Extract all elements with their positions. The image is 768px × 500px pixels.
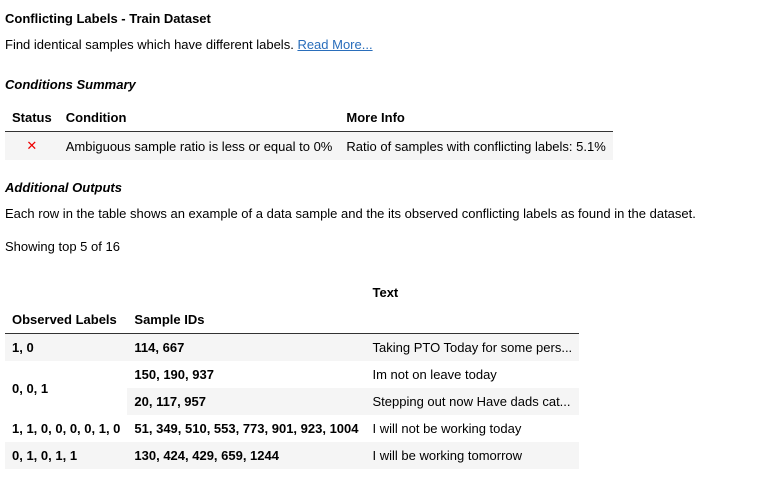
header-observed-labels: Observed Labels [5,306,128,334]
header-condition: Condition [58,104,340,132]
table-row: 1, 0 114, 667 Taking PTO Today for some pe… [5,333,580,361]
header-row: Status Condition More Info [5,104,613,132]
table-row: 0, 1, 0, 1, 1 130, 424, 429, 659, 1244 I w… [5,442,580,469]
condition-cell: Ambiguous sample ratio is less or equal … [58,131,340,160]
cross-icon: ✕ [5,131,59,160]
header-status: Status [5,104,59,132]
more-info-cell: Ratio of samples with conflicting labels… [339,131,613,160]
table-row: 20, 117, 957 Stepping out now Have dads c… [5,388,580,415]
header-row-1: Text [5,279,579,306]
header-text: Text [372,285,399,300]
conditions-heading: Conditions Summary [5,77,136,92]
description: Find identical samples which have differ… [5,37,373,52]
showing-count: Showing top 5 of 16 [5,239,120,254]
outputs-description: Each row in the table shows an example o… [5,206,696,221]
outputs-heading: Additional Outputs [5,180,122,195]
outputs-table: Text Observed Labels Sample IDs 1, 0 114, … [5,279,580,469]
table-row: 0, 0, 1 150, 190, 937 Im not on leave toda… [12,367,497,396]
header-row-2: Observed Labels Sample IDs [5,306,580,334]
table-row: ✕ Ambiguous sample ratio is less or equa… [5,131,613,160]
table-row: 1, 1, 0, 0, 0, 0, 1, 0 51, 349, 510, 553,… [12,421,522,436]
conditions-table: Status Condition More Info ✕ Ambiguous s… [5,104,613,160]
header-more-info: More Info [339,104,613,132]
page-title: Conflicting Labels - Train Dataset [5,11,211,26]
header-sample-ids: Sample IDs [127,306,366,334]
read-more-link[interactable]: Read More... [297,37,373,52]
